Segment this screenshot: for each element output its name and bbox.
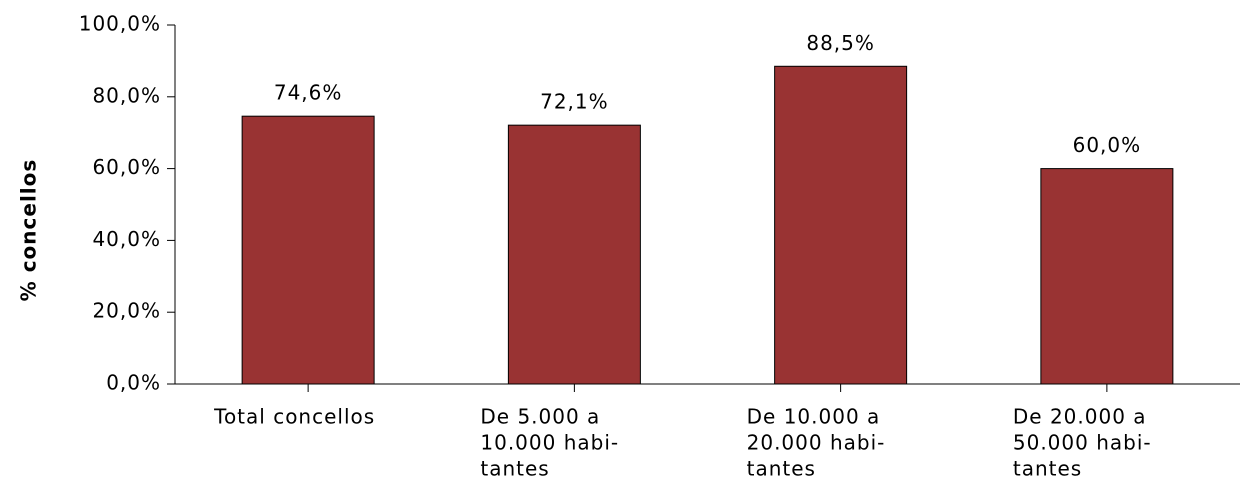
x-tick-label: De 20.000 a [1013, 405, 1147, 429]
x-tick-label: 10.000 habi- [480, 431, 619, 455]
value-label: 60,0% [1073, 133, 1142, 157]
y-tick-label: 60,0% [92, 155, 161, 179]
x-tick-label: tantes [1013, 457, 1082, 481]
bar [1040, 168, 1174, 385]
x-tick-label: 20.000 habi- [747, 431, 886, 455]
x-tick-label: tantes [480, 457, 549, 481]
x-tick-label: 50.000 habi- [1013, 431, 1152, 455]
x-tick-label: De 10.000 a [747, 405, 881, 429]
y-tick-label: 80,0% [92, 83, 161, 107]
value-label: 88,5% [806, 31, 875, 55]
bar [774, 65, 908, 385]
x-tick-label: Total concellos [213, 405, 375, 429]
y-tick-label: 20,0% [92, 299, 161, 323]
x-tick-label: De 5.000 a [480, 405, 600, 429]
x-tick-label: tantes [747, 457, 816, 481]
y-tick-label: 100,0% [79, 12, 161, 36]
y-axis-label: % concellos [17, 159, 41, 302]
bar [507, 124, 641, 385]
value-label: 72,1% [540, 90, 609, 114]
value-label: 74,6% [274, 81, 343, 105]
bar [241, 115, 375, 385]
y-tick-label: 0,0% [106, 371, 161, 395]
y-tick-label: 40,0% [92, 227, 161, 251]
